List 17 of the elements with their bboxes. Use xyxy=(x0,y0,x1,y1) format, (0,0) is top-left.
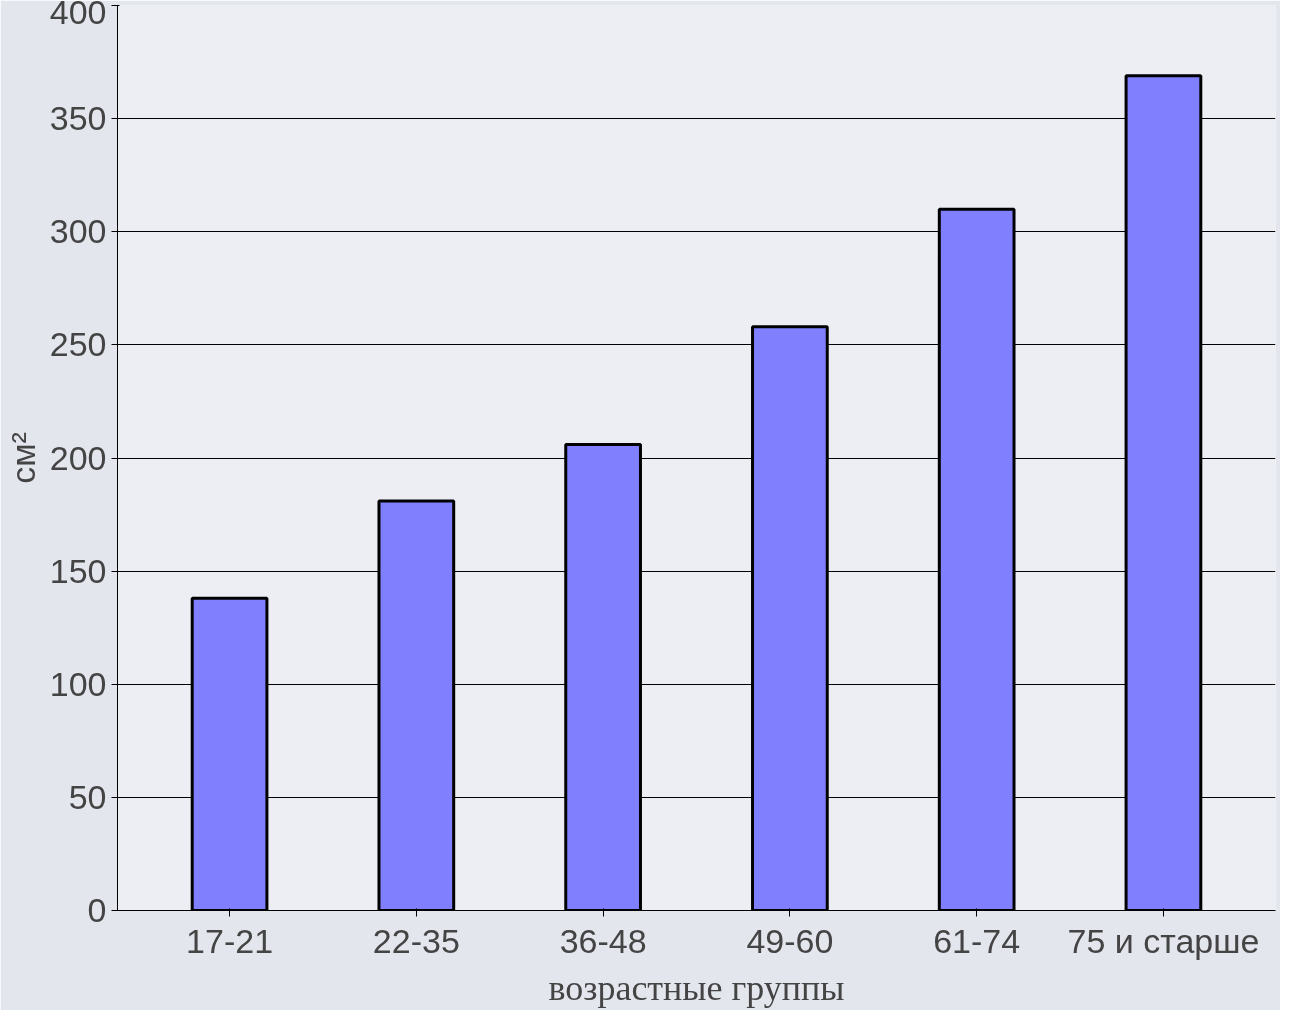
y-tick-label: 300 xyxy=(49,212,107,251)
x-tick-label: 17-21 xyxy=(186,921,274,960)
y-axis-title: см² xyxy=(3,432,42,484)
y-tick-label: 250 xyxy=(49,325,107,364)
y-tick-label: 0 xyxy=(87,891,107,929)
x-tick-label: 75 и старше xyxy=(1067,921,1260,960)
x-tick-label: 36-48 xyxy=(559,921,647,960)
y-tick-label: 50 xyxy=(68,777,107,816)
x-axis-title: возрастные группы xyxy=(548,967,845,1008)
y-tick-label: 200 xyxy=(49,438,107,477)
x-tick-label: 22-35 xyxy=(372,921,460,960)
x-tick-label: 61-74 xyxy=(933,921,1021,960)
y-tick-label: 400 xyxy=(49,0,107,31)
y-tick-label: 350 xyxy=(49,99,107,138)
y-tick-label: 150 xyxy=(49,551,107,590)
x-tick-label: 49-60 xyxy=(746,921,834,960)
y-tick-label: 100 xyxy=(49,664,107,703)
